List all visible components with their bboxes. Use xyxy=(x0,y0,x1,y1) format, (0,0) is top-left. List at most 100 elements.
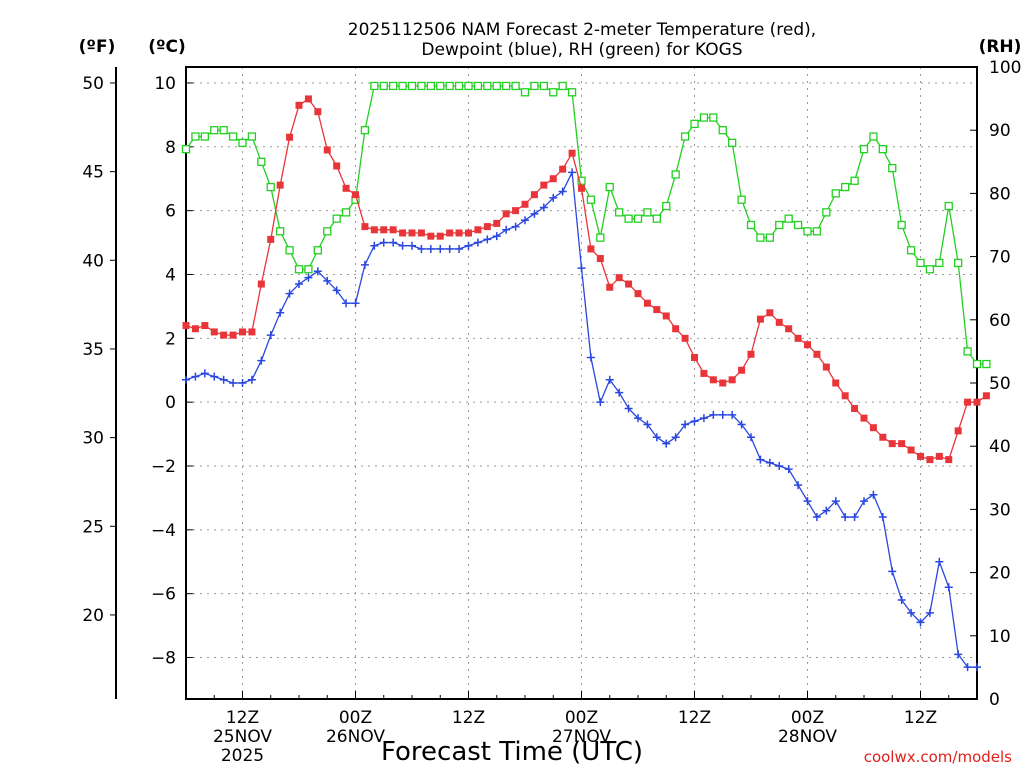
dewpoint-point xyxy=(577,264,586,273)
rh-point xyxy=(370,81,379,91)
rh-point xyxy=(972,359,982,369)
time-tick-label: 00Z xyxy=(565,708,598,728)
temperature-point xyxy=(653,306,661,314)
temperature-point xyxy=(747,350,755,358)
celsius-tick-label: 6 xyxy=(165,202,176,222)
temperature-point xyxy=(201,322,209,330)
rh-tick-label: 90 xyxy=(989,121,1011,141)
dewpoint-point xyxy=(379,238,388,247)
rh-point xyxy=(869,132,878,141)
temperature-point xyxy=(982,392,990,400)
temperature-point xyxy=(662,312,670,320)
temperature-point xyxy=(352,191,359,199)
dewpoint-point xyxy=(878,513,887,522)
temperature-point xyxy=(436,232,444,240)
rh-point xyxy=(558,81,567,91)
temperature-point xyxy=(304,95,312,103)
temperature-point xyxy=(493,219,501,227)
rh-point xyxy=(671,170,680,179)
temperature-point xyxy=(408,229,416,237)
series-rh xyxy=(181,81,991,369)
temperature-point xyxy=(888,440,896,448)
rh-point xyxy=(906,246,916,255)
celsius-tick-label: 0 xyxy=(165,393,176,413)
rh-point xyxy=(436,81,445,91)
rh-point xyxy=(266,182,275,192)
rh-tick-label: 20 xyxy=(989,564,1011,584)
rh-point xyxy=(191,132,200,141)
rh-point xyxy=(549,88,558,97)
dewpoint-point xyxy=(944,583,953,592)
time-tick-date-label: 28NOV xyxy=(778,727,837,747)
dewpoint-point xyxy=(568,168,577,177)
rh-point xyxy=(304,265,313,274)
temperature-point xyxy=(917,452,924,460)
fahrenheit-tick-label: 25 xyxy=(82,517,104,537)
temperature-point xyxy=(596,255,604,263)
dewpoint-point xyxy=(304,273,313,282)
dewpoint-point xyxy=(210,372,219,381)
dewpoint-point xyxy=(690,417,699,426)
dewpoint-point xyxy=(812,513,821,522)
temperature-point xyxy=(530,191,538,199)
temperature-point xyxy=(964,398,972,406)
temperature-point xyxy=(399,229,407,237)
temperature-point xyxy=(794,334,802,342)
dewpoint-point xyxy=(398,241,407,250)
dewpoint-point xyxy=(313,267,322,276)
time-tick-label: 12Z xyxy=(452,708,485,728)
temperature-point xyxy=(879,433,887,441)
dewpoint-point xyxy=(775,461,784,470)
temperature-point xyxy=(643,299,651,307)
temperature-point xyxy=(248,328,256,336)
temperature-point xyxy=(446,229,454,237)
rh-point xyxy=(238,138,247,147)
rh-point xyxy=(445,81,454,91)
rh-point xyxy=(417,81,426,91)
rh-point xyxy=(803,227,812,236)
dewpoint-point xyxy=(841,513,850,522)
rh-point xyxy=(464,81,473,91)
celsius-tick-label: 8 xyxy=(165,138,176,158)
dewpoint-point xyxy=(295,280,303,289)
dewpoint-point xyxy=(521,216,529,225)
temperature-point xyxy=(380,226,388,234)
rh-point xyxy=(332,214,341,223)
rh-point xyxy=(746,220,756,230)
dewpoint-point xyxy=(831,497,840,506)
rh-point xyxy=(888,163,897,173)
dewpoint-point xyxy=(191,372,200,381)
dewpoint-point xyxy=(615,388,624,397)
temperature-point xyxy=(502,210,510,218)
dewpoint-point xyxy=(332,286,341,295)
rh-unit-label: (RH) xyxy=(979,37,1022,57)
rh-point xyxy=(841,182,850,192)
temperature-point xyxy=(869,424,877,432)
temperature-point xyxy=(267,235,275,243)
rh-point xyxy=(812,227,822,236)
rh-point xyxy=(605,182,614,192)
rh-point xyxy=(709,113,718,122)
temperature-point xyxy=(474,226,482,234)
temperature-point xyxy=(455,229,463,237)
rh-point xyxy=(426,81,435,91)
celsius-unit-label: (ºC) xyxy=(148,37,186,57)
rh-point xyxy=(200,132,209,141)
chart-title-line-2: Dewpoint (blue), RH (green) for KOGS xyxy=(421,40,742,60)
dewpoint-point xyxy=(426,244,435,253)
dewpoint-point xyxy=(624,404,633,413)
rh-line xyxy=(185,85,987,365)
dewpoint-point xyxy=(634,414,642,423)
dewpoint-point xyxy=(558,187,567,196)
dewpoint-point xyxy=(709,410,718,419)
rh-point xyxy=(793,220,803,230)
rh-point xyxy=(624,214,633,223)
dewpoint-point xyxy=(681,420,690,429)
rh-point xyxy=(718,126,727,135)
rh-tick-label: 80 xyxy=(989,184,1011,204)
rh-point xyxy=(775,220,784,230)
dewpoint-point xyxy=(417,244,426,253)
dewpoint-point xyxy=(907,608,916,617)
